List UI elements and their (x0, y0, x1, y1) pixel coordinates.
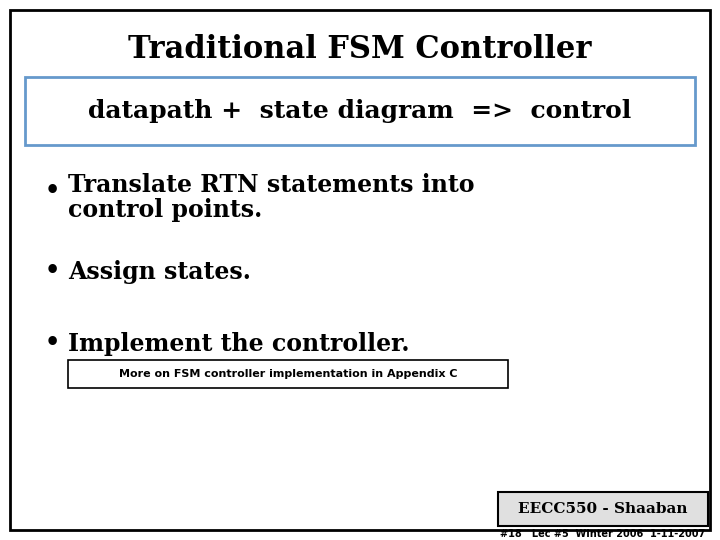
FancyBboxPatch shape (68, 360, 508, 388)
Text: EECC550 - Shaaban: EECC550 - Shaaban (518, 502, 688, 516)
Text: •: • (43, 330, 60, 358)
FancyBboxPatch shape (10, 10, 710, 530)
Text: Translate RTN statements into: Translate RTN statements into (68, 173, 474, 197)
Text: datapath +  state diagram  =>  control: datapath + state diagram => control (89, 99, 631, 123)
Text: Traditional FSM Controller: Traditional FSM Controller (128, 35, 592, 65)
Text: #18   Lec #5  Winter 2006  1-11-2007: #18 Lec #5 Winter 2006 1-11-2007 (500, 529, 706, 539)
FancyBboxPatch shape (25, 77, 695, 145)
Text: Implement the controller.: Implement the controller. (68, 332, 410, 356)
Text: •: • (43, 258, 60, 286)
Text: More on FSM controller implementation in Appendix C: More on FSM controller implementation in… (119, 369, 457, 379)
Text: •: • (43, 178, 60, 206)
Text: control points.: control points. (68, 198, 262, 222)
Text: Assign states.: Assign states. (68, 260, 251, 284)
FancyBboxPatch shape (498, 492, 708, 526)
